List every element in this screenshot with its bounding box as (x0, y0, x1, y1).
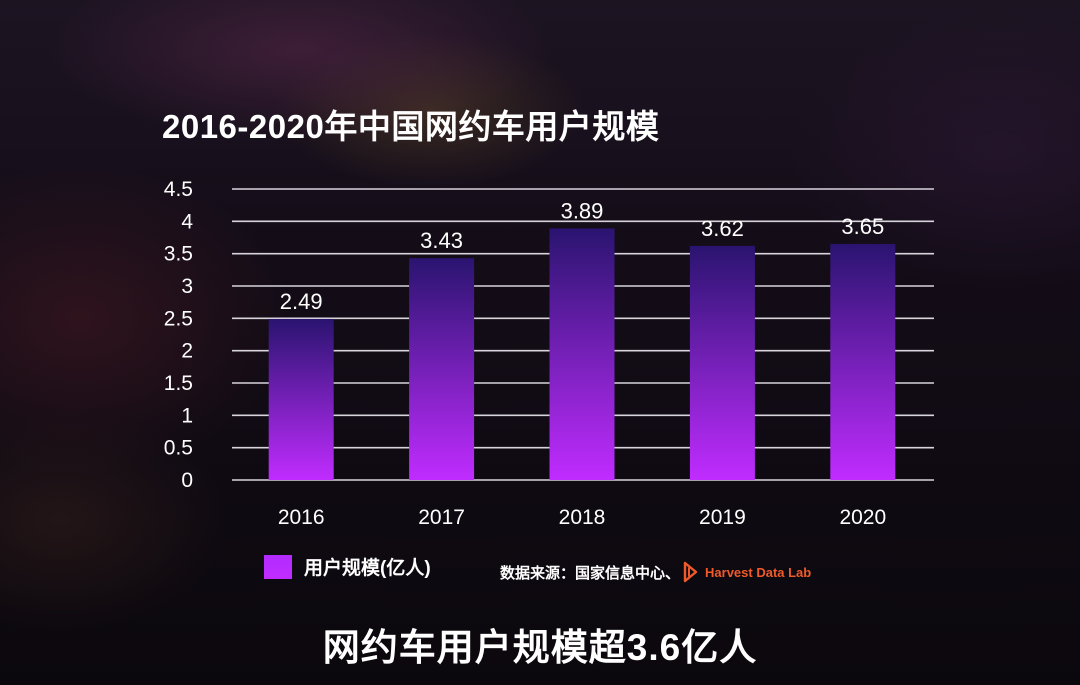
bar-2020 (830, 243, 896, 480)
y-tick-label: 3.5 (164, 243, 193, 266)
y-tick-label: 4 (181, 210, 193, 233)
headline: 网约车用户规模超3.6亿人 (322, 627, 758, 668)
harvest-logo-name: Harvest Data Lab (705, 564, 812, 580)
y-tick-label: 3 (181, 275, 193, 298)
x-tick-label-2018: 2018 (559, 506, 606, 529)
y-tick-label: 4.5 (164, 178, 193, 201)
data-source: 数据来源：国家信息中心、 Harvest Data Lab (500, 561, 811, 583)
bar-2018 (549, 228, 615, 480)
x-tick-label-2019: 2019 (699, 506, 746, 529)
y-tick-label: 2.5 (164, 307, 193, 330)
data-label-2018: 3.89 (561, 198, 604, 223)
chart-title: 2016-2020年中国网约车用户规模 (162, 108, 660, 145)
y-axis-tick-labels: 0 0.5 1 1.5 2 2.5 3 3.5 4 4.5 (164, 178, 194, 492)
legend-swatch (264, 554, 292, 579)
legend-label: 用户规模(亿人) (304, 558, 431, 579)
bar-2016 (268, 318, 334, 480)
y-tick-label: 1.5 (164, 372, 193, 395)
x-tick-label-2016: 2016 (278, 506, 325, 529)
data-labels: 2.49 3.43 3.89 3.62 3.65 (280, 198, 884, 314)
legend: 用户规模(亿人) (264, 553, 431, 580)
data-label-2017: 3.43 (420, 228, 463, 253)
source-label: 数据来源：国家信息中心、 (500, 564, 681, 582)
y-tick-label: 0 (181, 469, 193, 492)
harvest-logo-icon (683, 561, 698, 583)
y-tick-label: 0.5 (164, 437, 193, 460)
x-tick-label-2017: 2017 (418, 506, 465, 529)
y-tick-label: 1 (181, 404, 193, 427)
bar-2019 (689, 245, 755, 480)
data-label-2016: 2.49 (280, 289, 323, 314)
bar-2017 (409, 258, 475, 480)
y-tick-label: 2 (181, 340, 193, 363)
x-axis-tick-labels: 2016 2017 2018 2019 2020 (278, 506, 886, 529)
bars (268, 228, 896, 480)
x-tick-label-2020: 2020 (839, 506, 886, 529)
data-label-2020: 3.65 (841, 214, 884, 239)
data-label-2019: 3.62 (701, 216, 744, 241)
